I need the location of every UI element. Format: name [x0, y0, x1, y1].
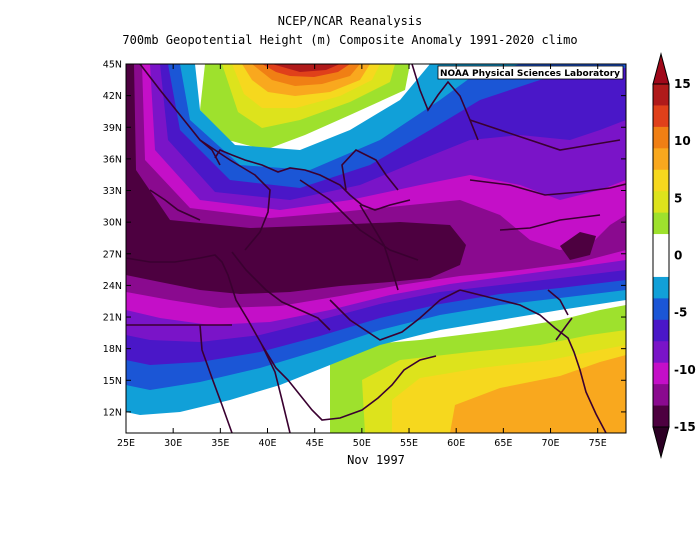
map-frame	[125, 63, 627, 434]
lat-tick-label: 33N	[103, 186, 122, 197]
lat-axis: 45N 42N 39N 36N 33N 30N 27N 24N 21N 18N 15N 12N	[103, 60, 626, 418]
colorbar-swatch	[653, 148, 669, 171]
colorbar-label: -5	[674, 306, 687, 320]
colorbar-swatch	[653, 384, 669, 407]
lon-tick-label: 35E	[211, 438, 229, 449]
colorbar-swatch	[653, 191, 669, 214]
colorbar-swatch	[653, 298, 669, 321]
colorbar: 15 10 5 0 -5 -10 -15	[652, 52, 696, 459]
period-label: Nov 1997	[347, 453, 405, 467]
colorbar-swatch	[653, 105, 669, 128]
colorbar-swatch	[653, 84, 669, 106]
lat-tick-label: 27N	[103, 249, 122, 260]
lon-axis: 25E 30E 35E 40E 45E 50E 55E 60E 65E 70E 75E	[117, 64, 607, 449]
lat-tick-label: 12N	[103, 407, 122, 418]
lon-tick-label: 40E	[258, 438, 276, 449]
lat-tick-label: 42N	[103, 91, 122, 102]
colorbar-swatch	[653, 126, 669, 149]
lat-tick-label: 15N	[103, 376, 122, 387]
lat-tick-label: 24N	[103, 281, 122, 292]
colorbar-label: 15	[674, 77, 691, 91]
title-line-1: NCEP/NCAR Reanalysis	[277, 14, 423, 28]
colorbar-swatch	[653, 255, 669, 278]
colorbar-swatch	[653, 212, 669, 235]
colorbar-swatch	[653, 405, 669, 428]
anomaly-field	[126, 64, 626, 433]
lon-tick-label: 55E	[400, 438, 418, 449]
colorbar-label: -15	[674, 420, 696, 434]
credit-text: NOAA Physical Sciences Laboratory	[440, 69, 620, 79]
title-line-2: 700mb Geopotential Height (m) Composite …	[122, 33, 578, 47]
colorbar-label: -10	[674, 363, 696, 377]
lat-tick-label: 45N	[103, 60, 122, 71]
lat-tick-label: 36N	[103, 154, 122, 165]
colorbar-frame	[652, 83, 670, 428]
colorbar-bottom-arrow	[652, 426, 670, 459]
colorbar-swatch	[653, 276, 669, 299]
lat-tick-label: 30N	[103, 218, 122, 229]
lat-tick-label: 39N	[103, 123, 122, 134]
lon-tick-label: 25E	[117, 438, 135, 449]
colorbar-label: 5	[674, 191, 682, 205]
lon-tick-label: 50E	[353, 438, 371, 449]
lon-tick-label: 30E	[164, 438, 182, 449]
lat-tick-label: 21N	[103, 313, 122, 324]
lon-tick-label: 70E	[541, 438, 559, 449]
colorbar-swatch	[653, 319, 669, 342]
credit-box	[437, 65, 624, 80]
colorbar-top-arrow	[652, 52, 670, 85]
lon-tick-label: 65E	[494, 438, 512, 449]
colorbar-swatch	[653, 234, 669, 256]
lat-tick-label: 18N	[103, 344, 122, 355]
lon-tick-label: 75E	[589, 438, 607, 449]
colorbar-label: 10	[674, 134, 691, 148]
lon-tick-label: 45E	[306, 438, 324, 449]
lon-tick-label: 60E	[447, 438, 465, 449]
colorbar-label: 0	[674, 249, 682, 263]
coastlines	[126, 64, 626, 433]
colorbar-swatch	[653, 362, 669, 385]
colorbar-swatch	[653, 169, 669, 192]
colorbar-swatch	[653, 341, 669, 364]
